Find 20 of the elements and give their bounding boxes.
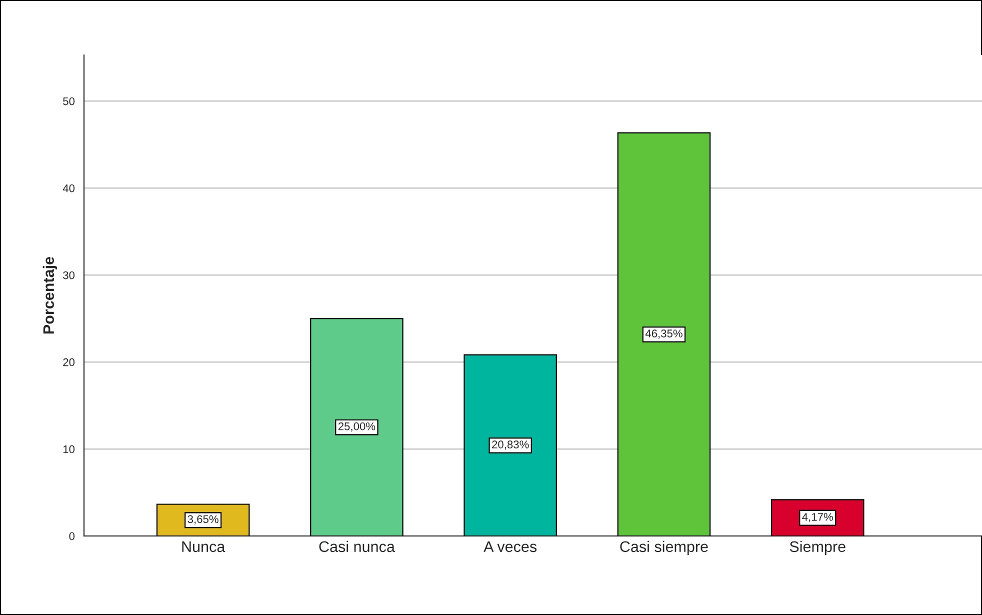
y-tick-label: 20	[63, 358, 75, 366]
x-tick-label: Casi siempre	[620, 540, 708, 556]
y-tick-label: 50	[63, 97, 75, 106]
y-tick-label: 40	[62, 184, 75, 192]
data-label: 46,35%	[645, 330, 682, 339]
bar	[464, 354, 557, 536]
x-tick-label: A veces	[484, 541, 537, 552]
x-tick-label: Nunca	[182, 541, 226, 552]
y-tick-label: 0	[69, 532, 75, 540]
data-label: 20,83%	[492, 440, 529, 450]
bar	[310, 318, 404, 536]
data-label: 3,65%	[188, 515, 218, 524]
data-label: 4,17%	[802, 513, 833, 522]
y-tick-label: 30	[63, 271, 75, 280]
x-tick-label: Siempre	[790, 540, 846, 556]
y-axis-title: Porcentaje	[42, 256, 58, 334]
data-label: 25,00%	[338, 422, 376, 432]
y-tick-label: 10	[63, 445, 75, 454]
x-tick-label: Casi nunca	[319, 540, 395, 552]
bar	[617, 132, 711, 536]
